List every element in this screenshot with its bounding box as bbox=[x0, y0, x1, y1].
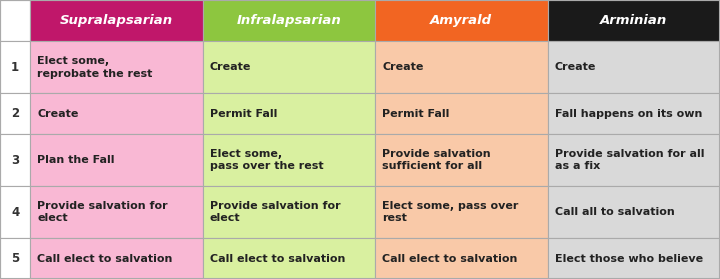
Text: 5: 5 bbox=[11, 252, 19, 265]
Text: 1: 1 bbox=[11, 61, 19, 74]
Bar bbox=[203, 93, 375, 134]
Text: Permit Fall: Permit Fall bbox=[210, 109, 277, 119]
Text: Infralapsarian: Infralapsarian bbox=[237, 14, 341, 27]
Bar bbox=[0, 0, 30, 41]
Text: 3: 3 bbox=[11, 154, 19, 167]
Bar bbox=[547, 186, 720, 238]
Text: Call elect to salvation: Call elect to salvation bbox=[37, 254, 173, 264]
Text: Plan the Fall: Plan the Fall bbox=[37, 155, 115, 165]
Text: Create: Create bbox=[37, 109, 78, 119]
Bar bbox=[375, 238, 547, 279]
Text: Provide salvation for all
as a fix: Provide salvation for all as a fix bbox=[554, 149, 704, 171]
Bar bbox=[30, 0, 203, 41]
Text: Elect some, pass over
rest: Elect some, pass over rest bbox=[382, 201, 518, 223]
Bar bbox=[0, 93, 30, 134]
Text: Elect some,
reprobate the rest: Elect some, reprobate the rest bbox=[37, 56, 153, 78]
Bar bbox=[30, 238, 203, 279]
Text: Create: Create bbox=[554, 62, 596, 72]
Text: Create: Create bbox=[210, 62, 251, 72]
Bar bbox=[203, 41, 375, 93]
Bar bbox=[203, 134, 375, 186]
Bar bbox=[375, 41, 547, 93]
Bar bbox=[0, 186, 30, 238]
Text: Elect some,
pass over the rest: Elect some, pass over the rest bbox=[210, 149, 323, 171]
Bar bbox=[375, 134, 547, 186]
Bar bbox=[0, 41, 30, 93]
Bar bbox=[203, 0, 375, 41]
Bar bbox=[375, 0, 547, 41]
Text: Amyrald: Amyrald bbox=[431, 14, 492, 27]
Bar bbox=[203, 238, 375, 279]
Bar bbox=[547, 93, 720, 134]
Text: Create: Create bbox=[382, 62, 423, 72]
Bar bbox=[547, 41, 720, 93]
Text: Provide salvation for
elect: Provide salvation for elect bbox=[37, 201, 168, 223]
Bar bbox=[30, 41, 203, 93]
Text: Call elect to salvation: Call elect to salvation bbox=[382, 254, 518, 264]
Bar bbox=[547, 134, 720, 186]
Bar bbox=[0, 238, 30, 279]
Text: Arminian: Arminian bbox=[600, 14, 667, 27]
Bar bbox=[203, 186, 375, 238]
Bar bbox=[375, 186, 547, 238]
Text: Call elect to salvation: Call elect to salvation bbox=[210, 254, 346, 264]
Text: Call all to salvation: Call all to salvation bbox=[554, 207, 675, 217]
Bar bbox=[0, 134, 30, 186]
Bar bbox=[547, 0, 720, 41]
Text: Fall happens on its own: Fall happens on its own bbox=[554, 109, 702, 119]
Text: Provide salvation for
elect: Provide salvation for elect bbox=[210, 201, 341, 223]
Text: Provide salvation
sufficient for all: Provide salvation sufficient for all bbox=[382, 149, 491, 171]
Bar bbox=[30, 93, 203, 134]
Text: Supralapsarian: Supralapsarian bbox=[60, 14, 173, 27]
Bar bbox=[30, 134, 203, 186]
Text: 2: 2 bbox=[11, 107, 19, 120]
Bar bbox=[547, 238, 720, 279]
Bar bbox=[375, 93, 547, 134]
Text: 4: 4 bbox=[11, 206, 19, 219]
Text: Elect those who believe: Elect those who believe bbox=[554, 254, 703, 264]
Text: Permit Fall: Permit Fall bbox=[382, 109, 450, 119]
Bar bbox=[30, 186, 203, 238]
